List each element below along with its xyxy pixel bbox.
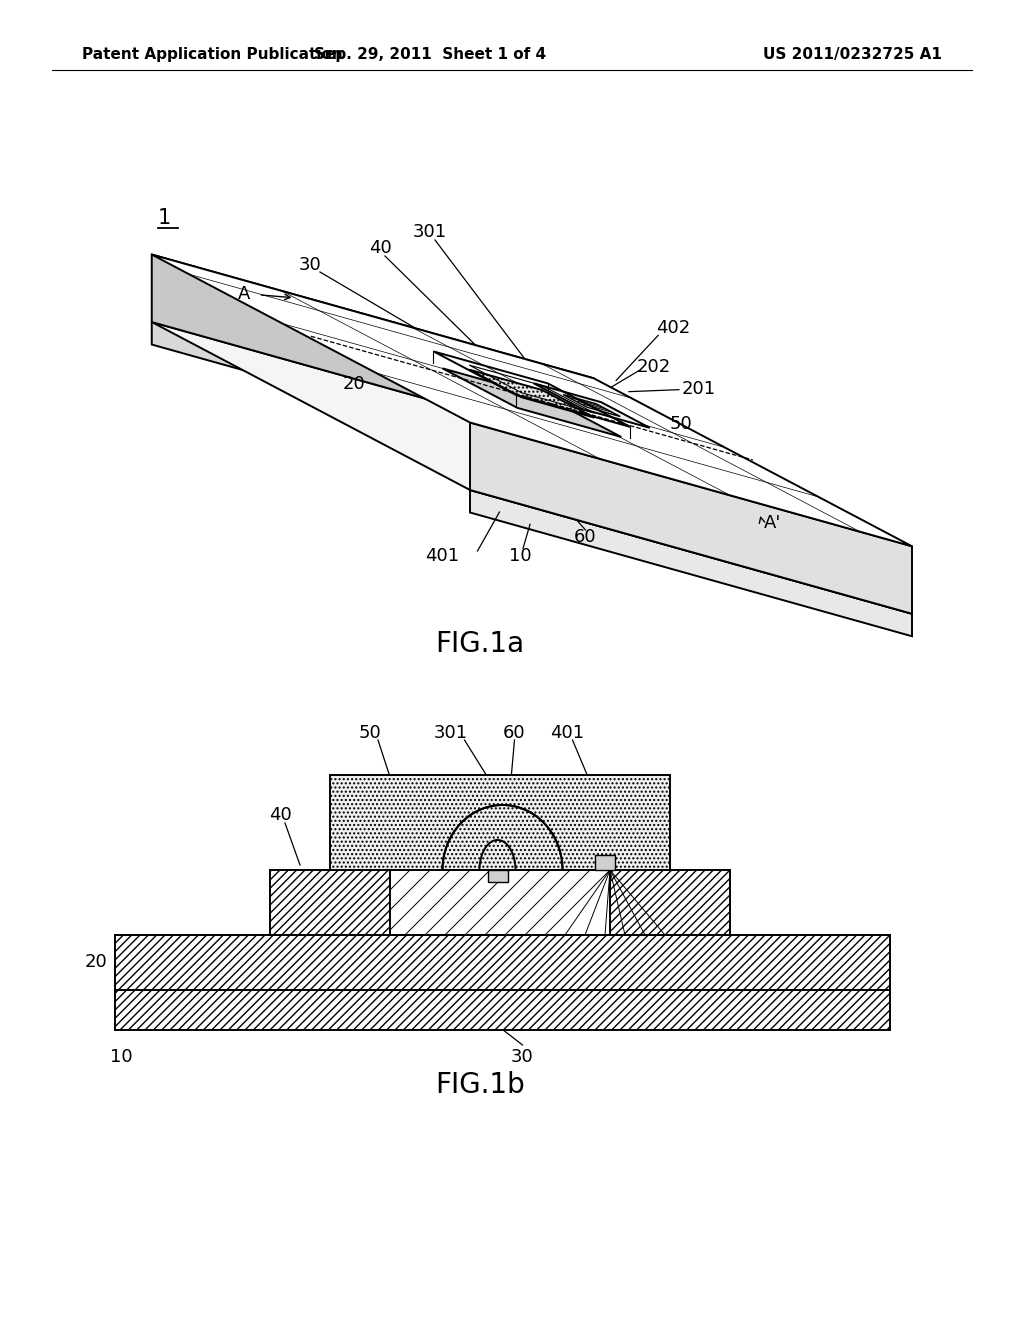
Polygon shape	[152, 255, 912, 546]
Polygon shape	[534, 383, 650, 428]
Polygon shape	[152, 255, 594, 446]
Bar	[595, 855, 615, 870]
Text: 402: 402	[656, 319, 690, 338]
Text: 201: 201	[682, 380, 716, 397]
Text: A': A'	[764, 513, 781, 532]
Polygon shape	[442, 368, 622, 437]
Text: Patent Application Publication: Patent Application Publication	[82, 48, 343, 62]
Bar	[390, 870, 610, 935]
Text: 301: 301	[413, 223, 447, 242]
Text: 401: 401	[551, 723, 585, 742]
Text: 10: 10	[509, 548, 531, 565]
Bar	[487, 870, 508, 882]
Bar	[115, 990, 890, 1030]
Text: FIG.1b: FIG.1b	[435, 1071, 525, 1100]
Text: 20: 20	[343, 375, 366, 393]
Text: 1: 1	[158, 209, 171, 228]
Text: 202: 202	[637, 358, 671, 376]
Text: FIG.1a: FIG.1a	[435, 630, 524, 657]
Text: 40: 40	[268, 807, 292, 824]
Text: US 2011/0232725 A1: US 2011/0232725 A1	[763, 48, 942, 62]
Bar	[610, 870, 730, 935]
Text: 40: 40	[369, 239, 391, 257]
Polygon shape	[469, 370, 595, 417]
Text: 50: 50	[358, 723, 381, 742]
Polygon shape	[152, 322, 594, 469]
Text: Sep. 29, 2011  Sheet 1 of 4: Sep. 29, 2011 Sheet 1 of 4	[314, 48, 546, 62]
Polygon shape	[152, 322, 912, 614]
Text: 60: 60	[503, 723, 525, 742]
Text: 60: 60	[574, 528, 597, 546]
Text: 301: 301	[433, 723, 468, 742]
Text: 401: 401	[425, 546, 460, 565]
Bar	[330, 775, 670, 870]
Text: A: A	[239, 285, 251, 302]
Text: 50: 50	[670, 414, 692, 433]
Bar	[115, 935, 890, 990]
Text: 30: 30	[299, 256, 322, 275]
Text: 10: 10	[110, 1048, 133, 1067]
Text: 30: 30	[511, 1048, 534, 1067]
Polygon shape	[563, 395, 621, 417]
Bar	[270, 870, 390, 935]
Polygon shape	[470, 422, 912, 614]
Polygon shape	[442, 805, 562, 870]
Text: 20: 20	[84, 953, 106, 972]
Polygon shape	[470, 490, 912, 636]
